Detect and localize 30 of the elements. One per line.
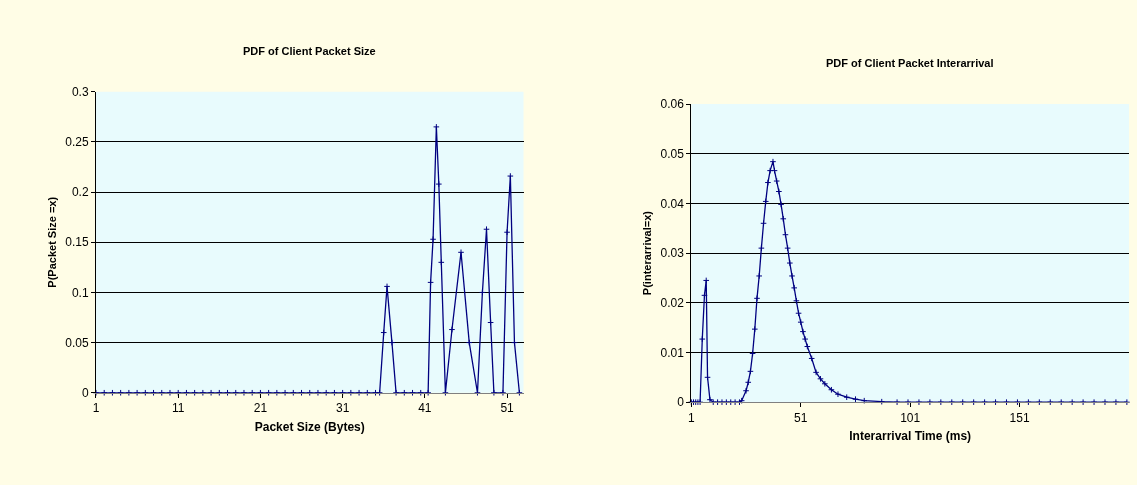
y-tick-label: 0.05 (65, 335, 89, 350)
x-tick-label: 1 (92, 401, 100, 416)
y-tick-label: 0.05 (660, 146, 685, 161)
y-tick-label: 0.3 (71, 84, 89, 99)
y-tick-label: 0.04 (660, 196, 685, 211)
x-tick-label: 101 (900, 410, 921, 425)
y-tick-label: 0.15 (65, 235, 89, 250)
x-tick-label: 1 (687, 410, 695, 425)
y-tick-label: 0.25 (65, 135, 89, 150)
x-tick-label: 31 (335, 401, 350, 416)
x-tick-label: 21 (253, 401, 268, 416)
y-tick-label: 0 (81, 385, 89, 400)
y-axis-title: P(interarrival=x) (641, 210, 654, 296)
y-tick-label: 0.2 (71, 185, 89, 200)
x-axis-title: Interarrival Time (ms) (849, 429, 972, 444)
y-tick-label: 0.02 (660, 295, 685, 310)
y-tick-label: 0.01 (660, 345, 685, 360)
y-tick-label: 0.06 (660, 97, 685, 112)
x-tick-label: 51 (500, 401, 515, 416)
x-tick-label: 51 (794, 410, 808, 425)
y-tick-label: 0.03 (660, 246, 685, 261)
chart-title: PDF of Client Packet Size (243, 45, 376, 57)
y-tick-label: 0 (677, 395, 685, 410)
x-tick-label: 11 (171, 401, 185, 416)
chart-title: PDF of Client Packet Interarrival (826, 57, 994, 69)
y-axis-title: P(Packet Size =x) (45, 196, 58, 288)
x-tick-label: 151 (1009, 410, 1030, 425)
x-tick-label: 41 (418, 401, 432, 416)
y-tick-label: 0.1 (71, 285, 89, 300)
x-axis-title: Packet Size (Bytes) (254, 420, 365, 435)
